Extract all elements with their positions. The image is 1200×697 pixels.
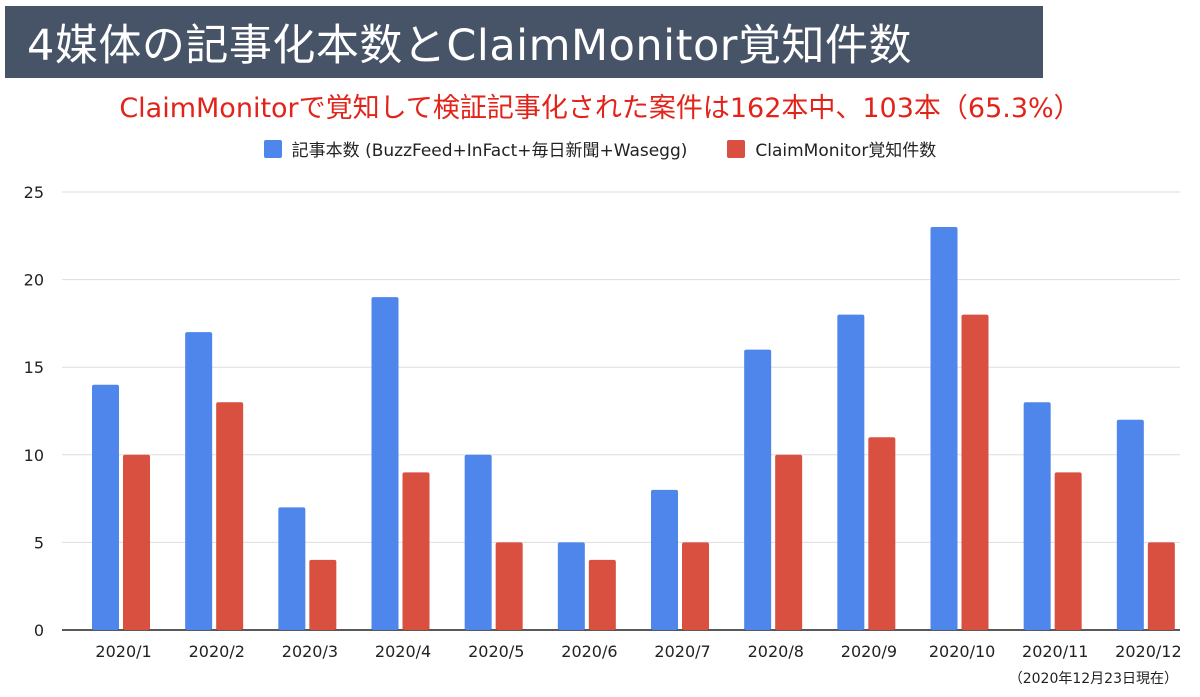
bar-claimmonitor bbox=[961, 314, 989, 630]
bar-articles bbox=[185, 332, 213, 630]
x-tick-label: 2020/2 bbox=[189, 642, 245, 661]
chart-legend: 記事本数 (BuzzFeed+InFact+毎日新聞+Wasegg) Claim… bbox=[0, 136, 1200, 161]
x-tick-label: 2020/3 bbox=[282, 642, 338, 661]
legend-item-articles: 記事本数 (BuzzFeed+InFact+毎日新聞+Wasegg) bbox=[263, 136, 688, 161]
bar-articles bbox=[464, 454, 492, 630]
bar-claimmonitor bbox=[402, 472, 430, 630]
bar-claimmonitor bbox=[216, 402, 244, 630]
bar-claimmonitor bbox=[775, 454, 803, 630]
x-tick-label: 2020/7 bbox=[654, 642, 710, 661]
bar-articles bbox=[371, 297, 399, 630]
bar-claimmonitor bbox=[123, 454, 150, 630]
bar-articles bbox=[744, 349, 772, 630]
x-tick-label: 2020/6 bbox=[561, 642, 617, 661]
x-tick-label: 2020/12 bbox=[1115, 642, 1181, 661]
bar-claimmonitor bbox=[1147, 542, 1175, 630]
x-tick-label: 2020/4 bbox=[375, 642, 431, 661]
y-tick-label: 0 bbox=[34, 621, 44, 640]
legend-label-articles: 記事本数 (BuzzFeed+InFact+毎日新聞+Wasegg) bbox=[291, 141, 688, 161]
legend-swatch-red bbox=[727, 139, 746, 158]
bar-claimmonitor bbox=[309, 559, 337, 630]
x-tick-label: 2020/5 bbox=[468, 642, 524, 661]
bar-articles bbox=[278, 507, 306, 630]
x-tick-label: 2020/1 bbox=[95, 642, 151, 661]
chart-title: 4媒体の記事化本数とClaimMonitor覚知件数 bbox=[27, 21, 912, 71]
footnote: （2020年12月23日現在） bbox=[1008, 671, 1178, 687]
bar-claimmonitor bbox=[868, 437, 896, 630]
y-tick-label: 5 bbox=[34, 533, 44, 552]
bar-articles bbox=[92, 384, 119, 630]
chart-subtitle: ClaimMonitorで覚知して検証記事化された案件は162本中、103本（6… bbox=[119, 93, 1081, 124]
bar-claimmonitor bbox=[495, 542, 523, 630]
x-tick-label: 2020/9 bbox=[841, 642, 897, 661]
y-tick-label: 15 bbox=[24, 358, 44, 377]
x-tick-label: 2020/10 bbox=[929, 642, 995, 661]
bar-articles bbox=[1023, 402, 1051, 630]
bar-articles bbox=[1116, 419, 1144, 630]
bar-claimmonitor bbox=[588, 559, 616, 630]
bar-articles bbox=[651, 489, 678, 630]
bar-claimmonitor bbox=[682, 542, 709, 630]
legend-swatch-blue bbox=[263, 139, 282, 158]
x-tick-label: 2020/8 bbox=[748, 642, 804, 661]
legend-item-claimmonitor: ClaimMonitor覚知件数 bbox=[727, 136, 936, 161]
x-tick-label: 2020/11 bbox=[1022, 642, 1088, 661]
y-tick-label: 25 bbox=[24, 183, 44, 202]
y-tick-label: 20 bbox=[24, 271, 44, 290]
bar-claimmonitor bbox=[1054, 472, 1082, 630]
bar-chart: 0 5 10 15 20 25 2020/1 2020/2 2020/3 2020/4 2020/5… bbox=[24, 183, 1182, 661]
y-tick-label: 10 bbox=[24, 446, 44, 465]
title-banner: 4媒体の記事化本数とClaimMonitor覚知件数 bbox=[5, 6, 1043, 78]
bar-articles bbox=[930, 227, 958, 630]
bar-articles bbox=[557, 542, 585, 630]
legend-label-claimmonitor: ClaimMonitor覚知件数 bbox=[755, 141, 937, 161]
bar-articles bbox=[837, 314, 865, 630]
